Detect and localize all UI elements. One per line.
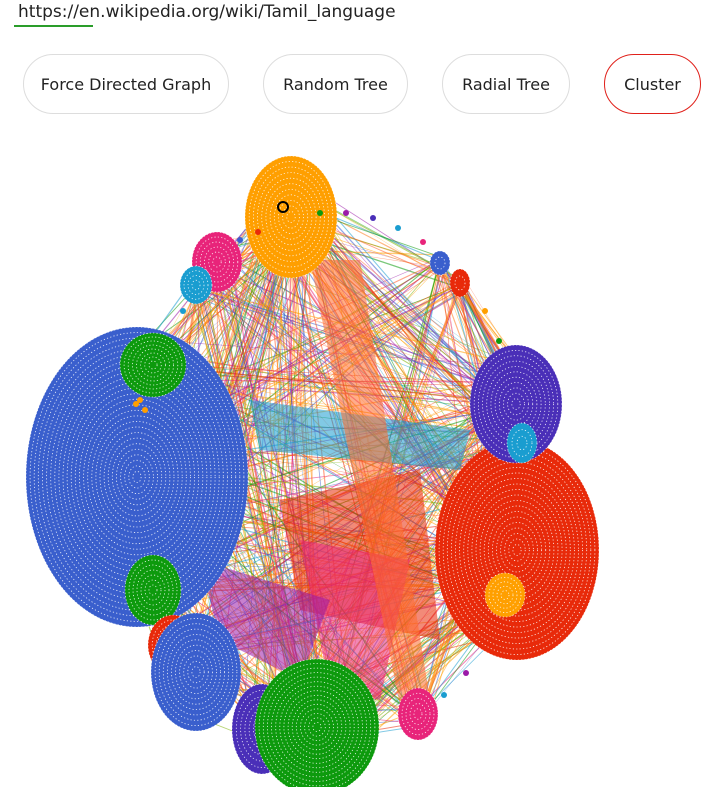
graph-node[interactable] xyxy=(370,215,376,221)
cluster-pink-bottom[interactable] xyxy=(397,687,439,741)
cluster-cyan-right[interactable] xyxy=(506,422,538,464)
graph-node[interactable] xyxy=(133,401,139,407)
force-directed-graph-button[interactable]: Force Directed Graph xyxy=(23,54,229,114)
graph-node[interactable] xyxy=(482,308,488,314)
graph-edge-bundle xyxy=(310,260,430,705)
cluster-orange-top[interactable] xyxy=(244,155,338,279)
url-text[interactable]: https://en.wikipedia.org/wiki/Tamil_lang… xyxy=(18,2,396,22)
graph-node[interactable] xyxy=(255,229,261,235)
graph-edge-bundle xyxy=(200,560,330,680)
radial-tree-button[interactable]: Radial Tree xyxy=(442,54,570,114)
cluster-graph[interactable] xyxy=(0,130,717,787)
random-tree-button[interactable]: Random Tree xyxy=(263,54,408,114)
graph-node[interactable] xyxy=(463,670,469,676)
graph-node[interactable] xyxy=(496,338,502,344)
cluster-blue-small-top[interactable] xyxy=(429,250,451,276)
cluster-blue-lower[interactable] xyxy=(150,612,242,732)
cluster-red-small-top[interactable] xyxy=(449,268,471,298)
graph-node[interactable] xyxy=(180,308,186,314)
graph-node[interactable] xyxy=(237,237,243,243)
cluster-red-right[interactable] xyxy=(434,439,600,661)
cluster-cyan-small[interactable] xyxy=(179,265,213,305)
graph-node[interactable] xyxy=(420,239,426,245)
cluster-orange-right[interactable] xyxy=(484,572,526,618)
url-loading-indicator xyxy=(14,25,93,27)
graph-node[interactable] xyxy=(395,225,401,231)
cluster-green-lower[interactable] xyxy=(124,554,182,626)
graph-node[interactable] xyxy=(317,210,323,216)
cluster-button[interactable]: Cluster xyxy=(604,54,701,114)
graph-node[interactable] xyxy=(343,210,349,216)
cluster-green-bottom[interactable] xyxy=(254,658,380,787)
graph-clusters xyxy=(25,155,600,787)
graph-node[interactable] xyxy=(137,397,143,403)
graph-node[interactable] xyxy=(142,407,148,413)
cluster-green-upper[interactable] xyxy=(119,332,187,398)
root-node[interactable] xyxy=(277,201,289,213)
graph-node[interactable] xyxy=(441,692,447,698)
